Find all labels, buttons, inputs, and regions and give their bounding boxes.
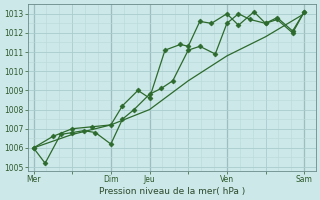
X-axis label: Pression niveau de la mer( hPa ): Pression niveau de la mer( hPa ) (99, 187, 245, 196)
